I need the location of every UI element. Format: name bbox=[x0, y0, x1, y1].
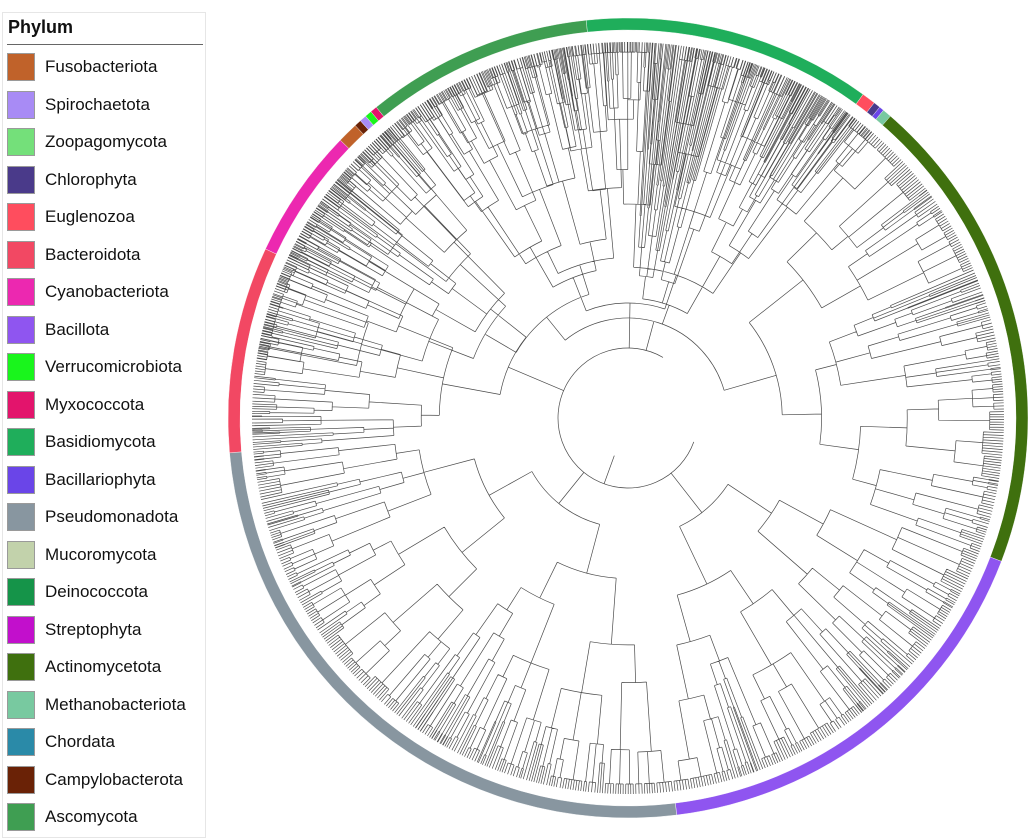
legend-swatch bbox=[7, 428, 35, 456]
legend-item: Pseudomonadota bbox=[7, 503, 205, 533]
legend-item: Streptophyta bbox=[7, 615, 205, 646]
legend-item: Actinomycetota bbox=[7, 653, 205, 683]
legend-label: Fusobacteriota bbox=[45, 57, 158, 76]
legend-item: Methanobacteriota bbox=[7, 690, 205, 721]
legend-label: Bacillariophyta bbox=[45, 469, 156, 489]
ring-segment bbox=[875, 109, 891, 126]
legend-swatch bbox=[7, 653, 35, 681]
legend-item: Deinococcota bbox=[7, 578, 205, 608]
phylum-ring bbox=[227, 17, 1028, 819]
legend-item: Fusobacteriota bbox=[7, 53, 205, 83]
legend-swatch bbox=[7, 278, 35, 306]
legend-swatch bbox=[7, 203, 35, 231]
legend-swatch bbox=[7, 128, 35, 156]
legend-item: Verrucomicrobiota bbox=[7, 353, 205, 383]
legend-swatch bbox=[7, 578, 35, 606]
legend-title: Phylum bbox=[8, 17, 74, 37]
legend-label: Basidiomycota bbox=[45, 432, 156, 451]
legend-swatch bbox=[7, 165, 35, 194]
legend-item: Basidiomycota bbox=[7, 428, 205, 458]
legend-label: Cyanobacteriota bbox=[45, 282, 169, 301]
legend-label: Pseudomonadota bbox=[45, 507, 179, 526]
legend-item: Zoopagomycota bbox=[7, 128, 205, 158]
legend-swatch bbox=[7, 390, 35, 419]
legend-item: Bacillota bbox=[7, 315, 205, 346]
legend-item: Chlorophyta bbox=[7, 165, 205, 196]
legend-label: Methanobacteriota bbox=[45, 694, 186, 714]
legend-swatch bbox=[7, 728, 35, 756]
legend-swatch bbox=[7, 465, 35, 494]
legend-item: Campylobacterota bbox=[7, 765, 205, 796]
legend-swatch bbox=[7, 615, 35, 644]
legend-item: Euglenozoa bbox=[7, 203, 205, 233]
legend-label: Chordata bbox=[45, 732, 115, 751]
ring-segment bbox=[675, 556, 1002, 816]
legend-item: Bacteroidota bbox=[7, 240, 205, 271]
legend-label: Streptophyta bbox=[45, 619, 142, 639]
legend-label: Actinomycetota bbox=[45, 657, 162, 676]
legend-item: Cyanobacteriota bbox=[7, 278, 205, 308]
legend-item: Myxococcota bbox=[7, 390, 205, 421]
tree-branch-lines bbox=[251, 41, 1005, 795]
legend-item: Mucoromycota bbox=[7, 540, 205, 571]
legend-label: Deinococcota bbox=[45, 582, 149, 601]
legend-label: Verrucomicrobiota bbox=[45, 357, 183, 376]
legend-swatch bbox=[7, 690, 35, 719]
legend-label: Euglenozoa bbox=[45, 207, 135, 226]
legend-swatch bbox=[7, 765, 35, 794]
legend-swatch bbox=[7, 353, 35, 381]
legend-label: Myxococcota bbox=[45, 394, 145, 414]
legend-label: Bacteroidota bbox=[45, 244, 141, 264]
ring-segment bbox=[227, 248, 277, 454]
legend-item: Ascomycota bbox=[7, 803, 205, 833]
legend-swatch bbox=[7, 503, 35, 531]
legend-label: Chlorophyta bbox=[45, 169, 137, 189]
legend-swatch bbox=[7, 90, 35, 119]
ring-segment bbox=[229, 451, 677, 819]
legend-label: Campylobacterota bbox=[45, 769, 183, 789]
legend-divider bbox=[7, 44, 203, 45]
legend-swatch bbox=[7, 540, 35, 569]
legend-swatch bbox=[7, 240, 35, 269]
legend-label: Bacillota bbox=[45, 319, 110, 339]
legend-item: Chordata bbox=[7, 728, 205, 758]
legend-label: Spirochaetota bbox=[45, 94, 150, 114]
legend-swatch bbox=[7, 53, 35, 81]
legend-item: Spirochaetota bbox=[7, 90, 205, 121]
legend-panel: Phylum Fusobacteriota Spirochaetota Zoopag… bbox=[2, 12, 206, 838]
legend-item: Bacillariophyta bbox=[7, 465, 205, 496]
legend-label: Mucoromycota bbox=[45, 544, 157, 564]
legend-label: Zoopagomycota bbox=[45, 132, 167, 151]
legend-swatch bbox=[7, 803, 35, 831]
legend-swatch bbox=[7, 315, 35, 344]
tree-branches bbox=[251, 41, 1005, 795]
legend-label: Ascomycota bbox=[45, 807, 138, 826]
